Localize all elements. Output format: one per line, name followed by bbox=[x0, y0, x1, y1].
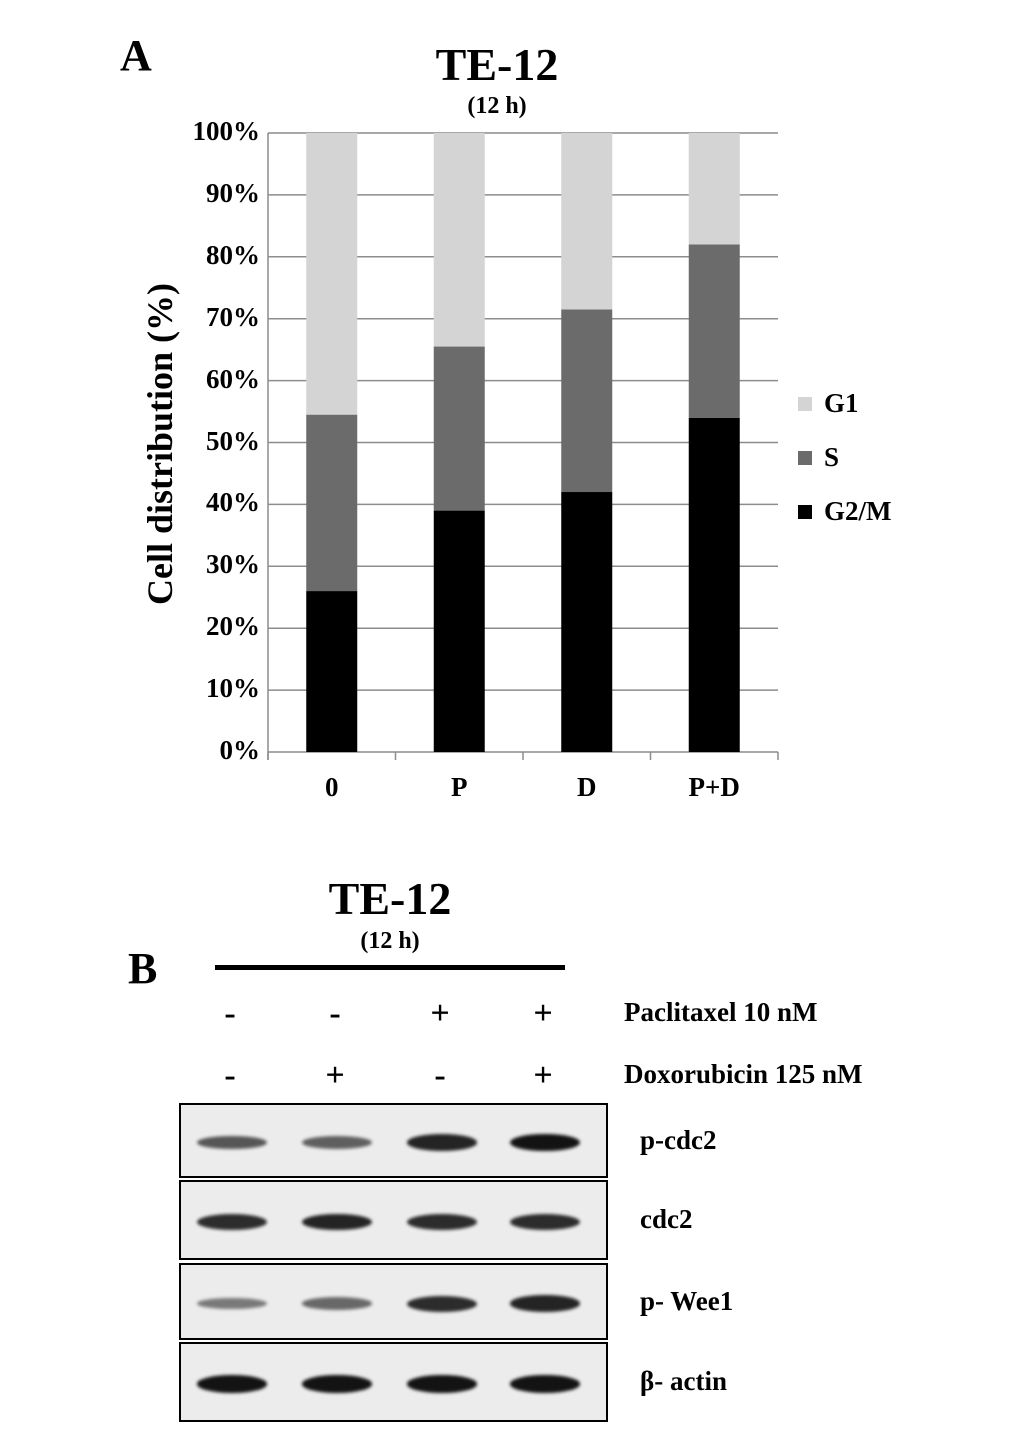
blot-band bbox=[197, 1297, 267, 1310]
blot-title: TE-12 bbox=[328, 873, 452, 924]
blot-band bbox=[407, 1134, 477, 1151]
bar-s-1 bbox=[433, 346, 485, 511]
legend-label: S bbox=[824, 442, 840, 472]
blot-band bbox=[302, 1136, 372, 1149]
bar-g2m-2 bbox=[561, 492, 613, 752]
blot-band bbox=[407, 1375, 477, 1393]
bar-g2m-1 bbox=[433, 510, 485, 752]
y-tick-label: 100% bbox=[192, 116, 261, 146]
blot-label: β- actin bbox=[640, 1366, 727, 1396]
blot-band bbox=[302, 1375, 372, 1393]
treatment-bar bbox=[215, 965, 565, 970]
legend-label: G1 bbox=[824, 388, 859, 418]
treatment-label: Paclitaxel 10 nM bbox=[624, 997, 818, 1027]
blot-label: cdc2 bbox=[640, 1204, 693, 1234]
blot-strip bbox=[179, 1103, 608, 1178]
bar-s-2 bbox=[561, 309, 613, 493]
chart-legend: G1 S G2/M bbox=[798, 388, 892, 527]
panel-b-letter: B bbox=[128, 944, 158, 993]
bar-s-0 bbox=[306, 414, 358, 592]
blot-band bbox=[197, 1214, 267, 1230]
treatment-label: Doxorubicin 125 nM bbox=[624, 1059, 863, 1089]
treatment-sign: - bbox=[434, 1057, 446, 1094]
y-tick-label: 60% bbox=[206, 363, 260, 394]
x-tick-label: P bbox=[451, 772, 468, 802]
treatment-sign: + bbox=[325, 1057, 345, 1094]
legend-swatch bbox=[798, 396, 812, 411]
y-tick-label: 80% bbox=[206, 239, 260, 270]
legend-item: G1 bbox=[798, 388, 892, 419]
legend-label: G2/M bbox=[824, 496, 892, 526]
bar-g1-0 bbox=[306, 133, 358, 415]
bar-s-3 bbox=[688, 244, 740, 418]
legend-item: G2/M bbox=[798, 496, 892, 527]
blot-band bbox=[407, 1214, 477, 1230]
treatment-sign: - bbox=[224, 995, 236, 1032]
y-tick-label: 70% bbox=[206, 301, 260, 332]
bar-g1-1 bbox=[433, 133, 485, 347]
blot-band bbox=[302, 1297, 372, 1310]
blot-label: p-cdc2 bbox=[640, 1124, 717, 1155]
blot-strip bbox=[179, 1263, 608, 1340]
y-tick-label: 40% bbox=[206, 487, 260, 518]
blot-band bbox=[510, 1295, 580, 1312]
bar-g1-2 bbox=[561, 133, 613, 310]
y-tick-label: 90% bbox=[206, 177, 260, 208]
x-tick-label: D bbox=[577, 772, 597, 802]
blot-band bbox=[302, 1213, 372, 1231]
treatment-sign: + bbox=[430, 995, 450, 1032]
blot-strip bbox=[179, 1342, 608, 1422]
treatment-sign: - bbox=[224, 1057, 236, 1094]
y-tick-label: 50% bbox=[206, 425, 260, 456]
y-tick-label: 0% bbox=[219, 735, 261, 765]
x-tick-label: P+D bbox=[688, 772, 740, 802]
chart-title: TE-12 bbox=[435, 39, 559, 90]
chart-subtitle: (12 h) bbox=[467, 93, 527, 119]
blot-label: p- Wee1 bbox=[640, 1285, 734, 1316]
bar-g2m-0 bbox=[306, 591, 358, 752]
stacked-bar-chart bbox=[267, 132, 779, 760]
y-tick-label: 20% bbox=[206, 611, 260, 642]
legend-swatch bbox=[798, 504, 812, 519]
treatment-sign: - bbox=[329, 995, 341, 1032]
y-tick-label: 30% bbox=[206, 549, 260, 580]
bar-g1-3 bbox=[688, 133, 740, 245]
x-tick-label: 0 bbox=[325, 772, 339, 802]
legend-swatch bbox=[798, 450, 812, 465]
treatment-sign: + bbox=[533, 1057, 553, 1094]
blot-band bbox=[510, 1133, 580, 1152]
blot-subtitle: (12 h) bbox=[360, 928, 420, 954]
blot-band bbox=[197, 1135, 267, 1150]
blot-band bbox=[510, 1375, 580, 1393]
blot-strip bbox=[179, 1180, 608, 1260]
blot-band bbox=[407, 1295, 477, 1312]
blot-band bbox=[197, 1375, 267, 1393]
legend-item: S bbox=[798, 442, 892, 473]
y-tick-label: 10% bbox=[206, 673, 260, 704]
panel-a-letter: A bbox=[120, 31, 152, 80]
blot-band bbox=[510, 1214, 580, 1230]
bar-g2m-3 bbox=[688, 417, 740, 752]
treatment-sign: + bbox=[533, 995, 553, 1032]
